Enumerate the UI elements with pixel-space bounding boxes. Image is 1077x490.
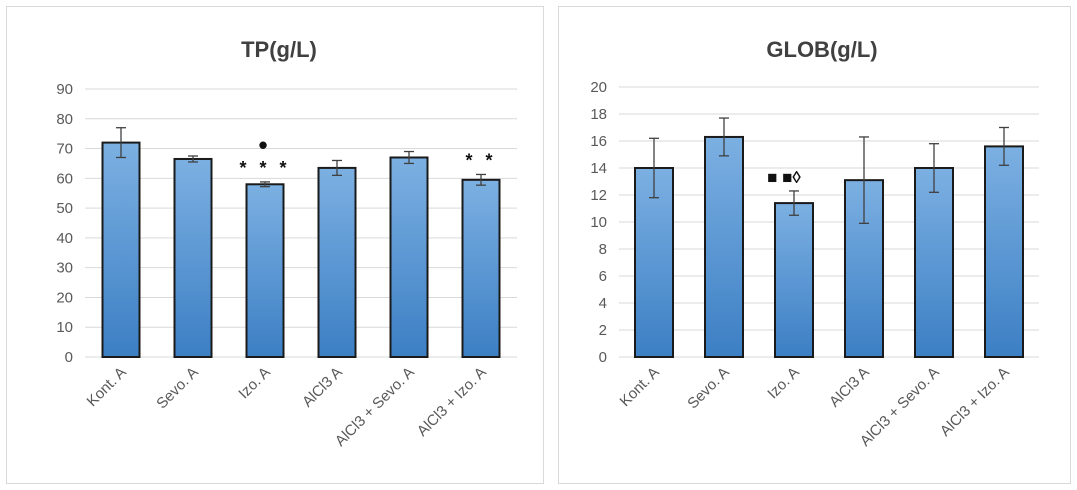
chart-panel-glob: GLOB(g/L) 0 2 4 6 8 10 12 14 16 18 20 Kont. A Sevo. A… bbox=[558, 6, 1071, 484]
x-tick-label: Sevo. A bbox=[684, 364, 733, 413]
y-tick-label: 30 bbox=[56, 260, 73, 277]
y-tick-label: 6 bbox=[599, 268, 607, 285]
bar bbox=[984, 145, 1024, 358]
y-tick-label: 80 bbox=[56, 111, 73, 128]
x-tick-label: AlCl3 A bbox=[826, 364, 873, 411]
x-tick-label: Izo. A bbox=[764, 364, 803, 403]
y-tick-label: 50 bbox=[56, 200, 73, 217]
bar bbox=[389, 156, 429, 358]
y-tick-label: 90 bbox=[56, 81, 73, 98]
x-tick-label: Kont. A bbox=[617, 364, 663, 410]
y-tick-label: 14 bbox=[590, 160, 607, 177]
tp-chart: TP(g/L) 0 10 20 30 40 50 60 70 80 90 Kont. A Sevo. A… bbox=[56, 37, 517, 450]
chart-title: GLOB(g/L) bbox=[766, 37, 877, 62]
significance-marker: • bbox=[258, 130, 271, 160]
significance-marker: ■ ■◊ bbox=[767, 168, 801, 187]
bar bbox=[173, 157, 213, 358]
bar bbox=[774, 202, 814, 358]
y-tick-label: 20 bbox=[56, 289, 73, 306]
y-tick-label: 12 bbox=[590, 187, 607, 204]
glob-chart: GLOB(g/L) 0 2 4 6 8 10 12 14 16 18 20 Kont. A Sevo. A… bbox=[590, 37, 1039, 450]
bar bbox=[914, 167, 954, 358]
significance-marker: * * * bbox=[239, 158, 290, 178]
x-tick-label: AlCl3 + Izo. A bbox=[937, 364, 1013, 440]
bar bbox=[317, 166, 357, 358]
y-tick-label: 8 bbox=[599, 241, 607, 258]
significance-marker: * * bbox=[465, 150, 496, 170]
y-tick-label: 18 bbox=[590, 106, 607, 123]
y-tick-label: 16 bbox=[590, 133, 607, 150]
bar bbox=[101, 141, 141, 358]
y-tick-label: 0 bbox=[65, 349, 73, 366]
bar bbox=[245, 183, 285, 358]
y-tick-label: 40 bbox=[56, 230, 73, 247]
y-tick-label: 10 bbox=[56, 319, 73, 336]
x-tick-label: Sevo. A bbox=[153, 364, 202, 413]
bar bbox=[704, 135, 744, 358]
bar bbox=[461, 178, 501, 358]
y-tick-label: 4 bbox=[599, 295, 607, 312]
y-tick-label: 60 bbox=[56, 170, 73, 187]
y-tick-label: 2 bbox=[599, 322, 607, 339]
y-tick-label: 70 bbox=[56, 141, 73, 158]
chart-title: TP(g/L) bbox=[241, 37, 317, 62]
chart-panel-tp: TP(g/L) 0 10 20 30 40 50 60 70 80 90 Kont. A Sevo. A… bbox=[6, 6, 544, 484]
x-tick-label: Kont. A bbox=[84, 364, 130, 410]
y-tick-label: 10 bbox=[590, 214, 607, 231]
x-tick-label: AlCl3 + Izo. A bbox=[414, 364, 490, 440]
y-tick-label: 0 bbox=[599, 349, 607, 366]
x-tick-label: AlCl3 A bbox=[299, 364, 346, 411]
x-tick-label: Izo. A bbox=[235, 364, 274, 403]
y-tick-label: 20 bbox=[590, 79, 607, 96]
